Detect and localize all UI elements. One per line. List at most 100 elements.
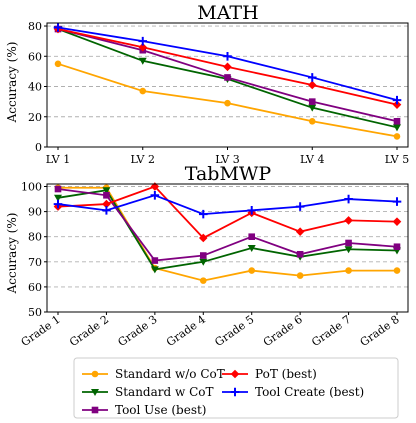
- tabmwp-plot-frame: [46, 183, 409, 313]
- math-data-point: [53, 23, 63, 32]
- tabmwp-data-point: [345, 239, 352, 247]
- tabmwp-series-tool-create-best: [53, 190, 402, 219]
- legend: Standard w/o CoT PoT (best) Standard w CoT…: [73, 357, 399, 419]
- math-data-point: [307, 80, 317, 90]
- legend-marker: [91, 389, 99, 396]
- math-data-point: [308, 117, 316, 125]
- math-chart-title: MATH: [197, 2, 258, 24]
- legend-entry-standard-w-o-cot: Standard w/o CoT: [82, 367, 225, 381]
- tabmwp-data-point: [151, 257, 159, 264]
- tabmwp-data-point: [392, 197, 402, 206]
- tabmwp-data-point: [296, 250, 304, 258]
- math-data-point: [393, 117, 401, 125]
- math-data-point: [308, 98, 316, 105]
- math-series-tool-create-best: [53, 23, 402, 105]
- legend-marker: [230, 387, 240, 397]
- tabmwp-series-line: [58, 186, 397, 282]
- tabmwp-series-line: [57, 194, 398, 216]
- tabmwp-x-tick-label: Grade 2: [67, 313, 111, 349]
- math-data-point: [392, 100, 402, 109]
- legend-marker: [91, 406, 99, 414]
- tabmwp-data-point: [295, 227, 305, 236]
- legend-entry-tool-create-best: Tool Create (best): [222, 385, 364, 399]
- tabmwp-x-tick-label: Grade 4: [164, 313, 208, 349]
- tabmwp-series-line: [57, 188, 398, 262]
- math-series-pot-best: [53, 24, 402, 109]
- tabmwp-x-tick-label: Grade 3: [116, 313, 160, 349]
- tabmwp-data-point: [54, 185, 62, 193]
- math-data-point: [138, 42, 148, 52]
- legend-entry-pot-best: PoT (best): [222, 367, 317, 381]
- legend-marker: [230, 369, 240, 379]
- math-series-standard-w-o-cot: [54, 60, 401, 140]
- math-data-point: [54, 60, 62, 68]
- math-y-tick-label: 80: [28, 20, 42, 33]
- math-y-axis-label: Accuracy (%): [5, 42, 19, 124]
- tabmwp-data-point: [248, 267, 256, 274]
- tabmwp-data-point: [295, 202, 305, 211]
- tabmwp-y-tick-label: 70: [28, 256, 42, 269]
- math-data-point: [223, 51, 232, 61]
- legend-entry-tool-use-best: Tool Use (best): [82, 403, 207, 417]
- legend-label: PoT (best): [255, 367, 317, 381]
- math-y-tick-label: 40: [28, 81, 42, 94]
- math-x-tick-label: LV 1: [46, 153, 70, 166]
- tabmwp-data-point: [103, 191, 110, 199]
- tabmwp-data-point: [102, 199, 111, 209]
- tabmwp-y-tick-label: 90: [28, 206, 42, 219]
- tabmwp-data-point: [344, 246, 353, 254]
- tabmwp-data-point: [54, 194, 62, 202]
- tabmwp-data-point: [150, 266, 159, 274]
- math-x-tick-label: LV 3: [215, 153, 239, 166]
- tabmwp-series-line: [57, 189, 398, 271]
- legend-label: Standard w/o CoT: [115, 367, 225, 381]
- tabmwp-data-point: [198, 209, 208, 219]
- tabmwp-data-point: [199, 258, 208, 266]
- tabmwp-data-point: [102, 206, 111, 215]
- tabmwp-data-point: [247, 206, 257, 215]
- tabmwp-data-point: [199, 252, 207, 259]
- math-x-tick-label: LV 5: [385, 153, 409, 166]
- math-data-point: [138, 57, 147, 65]
- tabmwp-data-point: [345, 267, 352, 274]
- math-y-tick-label: 0: [35, 141, 42, 154]
- tabmwp-data-point: [344, 194, 353, 204]
- tabmwp-x-tick-label: Grade 8: [358, 313, 402, 349]
- legend-label: Tool Create (best): [255, 385, 364, 399]
- math-data-point: [393, 133, 401, 140]
- math-data-point: [307, 73, 317, 82]
- legend-label: Standard w CoT: [115, 385, 214, 399]
- math-x-tick-label: LV 4: [300, 153, 324, 166]
- tabmwp-data-point: [392, 217, 402, 226]
- math-y-tick-label: 60: [28, 50, 42, 63]
- math-chart: MATH Accuracy (%) 0 20 40 60 80 LV 1 LV 2 LV 3 L…: [5, 2, 409, 166]
- tabmwp-x-tick-label: Grade 6: [261, 313, 305, 349]
- math-data-point: [393, 124, 401, 132]
- tabmwp-y-tick-label: 60: [28, 281, 42, 294]
- tabmwp-data-point: [393, 267, 401, 274]
- tabmwp-data-point: [248, 233, 256, 241]
- tabmwp-y-tick-label: 80: [28, 231, 42, 244]
- tabmwp-y-tick-label: 100: [21, 181, 42, 194]
- tabmwp-data-point: [53, 199, 63, 209]
- math-data-point: [308, 104, 317, 112]
- math-y-tick-label: 20: [28, 111, 42, 124]
- math-plot-frame: [46, 22, 409, 148]
- tabmwp-x-tick-label: Grade 5: [212, 313, 256, 349]
- tabmwp-data-point: [344, 216, 353, 225]
- tabmwp-y-axis-label: Accuracy (%): [5, 213, 19, 295]
- math-data-point: [224, 99, 231, 107]
- tabmwp-data-point: [102, 187, 111, 195]
- math-x-tick-label: LV 2: [131, 153, 155, 166]
- math-data-point: [392, 95, 402, 105]
- math-data-point: [223, 62, 232, 72]
- tabmwp-series-tool-use-best: [54, 185, 401, 264]
- tabmwp-data-point: [150, 190, 160, 200]
- tabmwp-series-pot-best: [53, 182, 402, 243]
- legend-marker: [91, 370, 99, 378]
- tabmwp-y-tick-label: 50: [28, 306, 42, 319]
- tabmwp-data-point: [393, 243, 401, 251]
- tabmwp-data-point: [198, 233, 208, 243]
